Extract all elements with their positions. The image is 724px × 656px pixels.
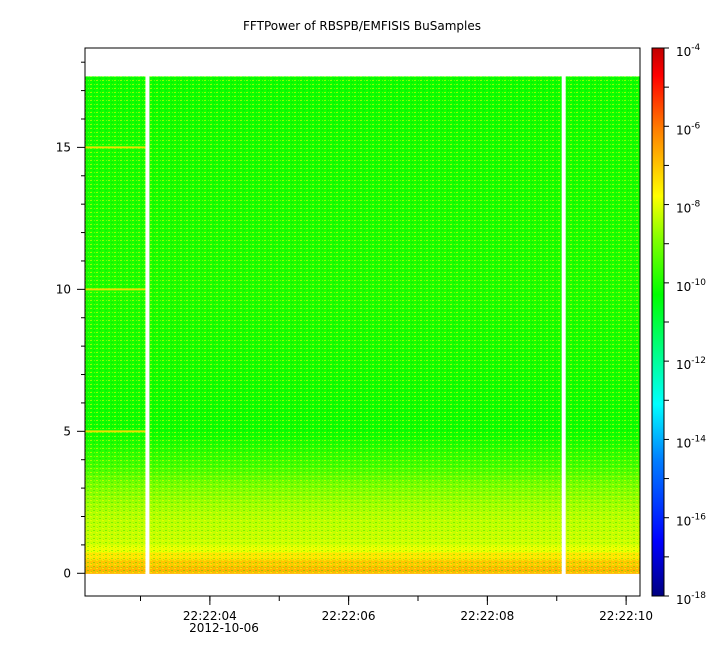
- x-date-label: 2012-10-06: [189, 621, 259, 635]
- chart-title: FFTPower of RBSPB/EMFISIS BuSamples: [243, 19, 481, 33]
- y-axis: 0 5 10 15: [56, 61, 85, 580]
- noise-texture: [85, 76, 640, 574]
- y-tick-label: 5: [63, 424, 71, 438]
- data-gap: [145, 75, 150, 575]
- colorbar-tick-label: 10-4: [676, 43, 701, 59]
- x-tick-label: 22:22:10: [599, 609, 653, 623]
- x-axis: 22:22:04 22:22:06 22:22:08 22:22:10: [140, 596, 653, 623]
- x-tick-label: 22:22:04: [183, 609, 237, 623]
- y-tick-label: 10: [56, 282, 71, 296]
- colorbar-tick-label: 10-6: [676, 121, 701, 137]
- colorbar: [651, 47, 665, 597]
- y-tick-label: 0: [63, 566, 71, 580]
- plot-frame: [84, 47, 641, 597]
- colorbar-axis: 10-18 10-16 10-14 10-12 10-10 10-8 10-6 10-4: [664, 43, 706, 607]
- data-gap: [561, 75, 566, 575]
- spectrogram-image: [85, 75, 640, 575]
- colorbar-tick-label: 10-14: [676, 434, 706, 450]
- colorbar-tick-label: 10-10: [676, 278, 706, 294]
- colorbar-tick-label: 10-16: [676, 513, 706, 529]
- y-tick-label: 15: [56, 140, 71, 154]
- colorbar-tick-label: 10-12: [676, 356, 706, 372]
- colorbar-tick-label: 10-8: [676, 200, 701, 216]
- x-tick-label: 22:22:08: [460, 609, 514, 623]
- x-tick-label: 22:22:06: [322, 609, 376, 623]
- colorbar-tick-label: 10-18: [676, 591, 706, 607]
